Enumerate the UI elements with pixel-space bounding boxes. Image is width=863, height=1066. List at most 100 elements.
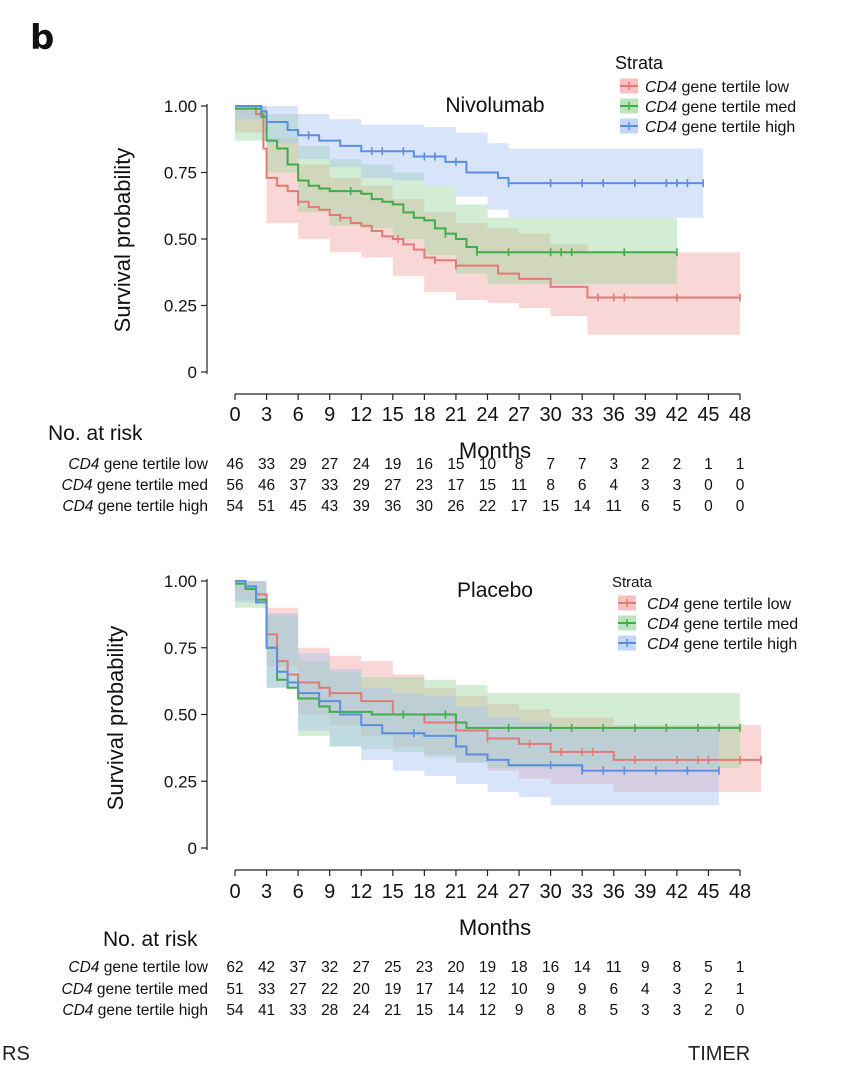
risk-cell: 3 xyxy=(641,1002,650,1019)
x-tick-label: 3 xyxy=(261,404,272,426)
legend-gene: CD4 xyxy=(647,636,679,653)
risk-cell: 32 xyxy=(321,959,339,976)
risk-cell: 2 xyxy=(641,456,650,473)
ci-band-2 xyxy=(235,581,719,806)
risk-cell: 16 xyxy=(542,959,560,976)
risk-cell: 14 xyxy=(573,498,591,515)
x-axis-label: Months xyxy=(459,915,531,940)
risk-cell: 27 xyxy=(384,477,402,494)
legend-label: CD4 gene tertile med xyxy=(647,616,798,633)
x-tick-label: 36 xyxy=(603,881,625,903)
legend-text: gene tertile high xyxy=(679,636,797,653)
panel-letter: b xyxy=(30,18,55,58)
risk-cell: 1 xyxy=(704,456,713,473)
risk-cell: 15 xyxy=(478,477,497,494)
x-tick-label: 36 xyxy=(603,404,625,426)
risk-cell: 51 xyxy=(226,981,244,998)
risk-cell: 43 xyxy=(321,498,339,515)
x-tick-label: 6 xyxy=(293,881,304,903)
x-tick-label: 45 xyxy=(697,404,719,426)
risk-cell: 0 xyxy=(735,477,745,494)
chart-title: Placebo xyxy=(457,579,533,602)
risk-cell: 54 xyxy=(226,498,244,515)
risk-cell: 15 xyxy=(415,1002,433,1019)
risk-cell: 30 xyxy=(415,498,433,515)
x-tick-label: 39 xyxy=(634,404,656,426)
x-tick-label: 27 xyxy=(508,881,530,903)
risk-row-gene: CD4 xyxy=(68,959,100,976)
risk-cell: 0 xyxy=(704,498,713,515)
risk-cell: 12 xyxy=(478,981,497,998)
y-tick-label: 0.25 xyxy=(164,772,197,791)
risk-cell: 24 xyxy=(352,456,370,473)
legend-text: gene tertile low xyxy=(679,596,792,613)
risk-cell: 6 xyxy=(577,477,587,494)
risk-cell: 12 xyxy=(478,1002,497,1019)
risk-cell: 33 xyxy=(257,456,276,473)
risk-row-gene: CD4 xyxy=(61,981,93,998)
risk-cell: 20 xyxy=(447,959,465,976)
legend-text: gene tertile low xyxy=(677,79,790,96)
risk-cell: 29 xyxy=(352,477,370,494)
x-tick-label: 21 xyxy=(445,881,467,903)
x-tick-label: 33 xyxy=(571,404,593,426)
legend-label: CD4 gene tertile low xyxy=(645,79,790,96)
risk-row-label: CD4 gene tertile high xyxy=(62,498,208,515)
risk-cell: 22 xyxy=(478,498,497,515)
y-tick-label: 0.75 xyxy=(164,164,197,183)
x-tick-label: 0 xyxy=(229,881,240,903)
risk-cell: 17 xyxy=(415,981,433,998)
risk-cell: 11 xyxy=(605,498,622,515)
risk-cell: 56 xyxy=(226,477,244,494)
risk-cell: 18 xyxy=(510,959,528,976)
risk-cell: 9 xyxy=(514,1002,524,1019)
risk-cell: 15 xyxy=(447,456,465,473)
risk-cell: 8 xyxy=(546,477,555,494)
risk-cell: 2 xyxy=(704,1002,713,1019)
risk-cell: 17 xyxy=(447,477,465,494)
risk-cell: 36 xyxy=(384,498,402,515)
legend-title: Strata xyxy=(615,53,664,73)
risk-cell: 4 xyxy=(641,981,650,998)
risk-cell: 19 xyxy=(478,959,497,976)
risk-cell: 27 xyxy=(321,456,339,473)
legend-gene: CD4 xyxy=(645,79,677,96)
y-axis-label: Survival probability xyxy=(110,148,135,333)
legend-gene: CD4 xyxy=(645,119,677,136)
risk-cell: 19 xyxy=(384,456,402,473)
risk-cell: 9 xyxy=(641,959,650,976)
y-tick-label: 0.75 xyxy=(164,639,197,658)
y-tick-label: 0 xyxy=(188,363,197,382)
risk-row-label: CD4 gene tertile high xyxy=(62,1002,208,1019)
risk-cell: 29 xyxy=(289,456,307,473)
y-tick-label: 0.50 xyxy=(164,230,197,249)
risk-cell: 9 xyxy=(546,981,555,998)
legend-gene: CD4 xyxy=(645,99,677,116)
risk-cell: 6 xyxy=(609,981,619,998)
legend-label: CD4 gene tertile med xyxy=(645,99,796,116)
risk-cell: 11 xyxy=(605,959,622,976)
ci-band-2 xyxy=(235,106,704,218)
x-tick-label: 15 xyxy=(382,404,404,426)
x-tick-label: 0 xyxy=(229,404,240,426)
x-axis-label: Months xyxy=(459,438,531,463)
x-tick-label: 48 xyxy=(729,881,751,903)
ci-band-1 xyxy=(235,106,677,285)
ci-band-0 xyxy=(235,106,740,335)
risk-cell: 3 xyxy=(641,477,650,494)
x-tick-label: 30 xyxy=(540,404,562,426)
legend-gene: CD4 xyxy=(647,616,679,633)
x-tick-label: 42 xyxy=(666,404,688,426)
risk-cell: 16 xyxy=(415,456,433,473)
risk-cell: 33 xyxy=(289,1002,307,1019)
risk-cell: 21 xyxy=(384,1002,402,1019)
risk-cell: 37 xyxy=(289,477,307,494)
y-tick-label: 0.25 xyxy=(164,297,197,316)
risk-row-label: CD4 gene tertile low xyxy=(68,456,208,473)
risk-row-label: CD4 gene tertile med xyxy=(61,477,208,494)
risk-cell: 28 xyxy=(321,1002,339,1019)
risk-cell: 7 xyxy=(546,456,555,473)
risk-cell: 0 xyxy=(704,477,713,494)
